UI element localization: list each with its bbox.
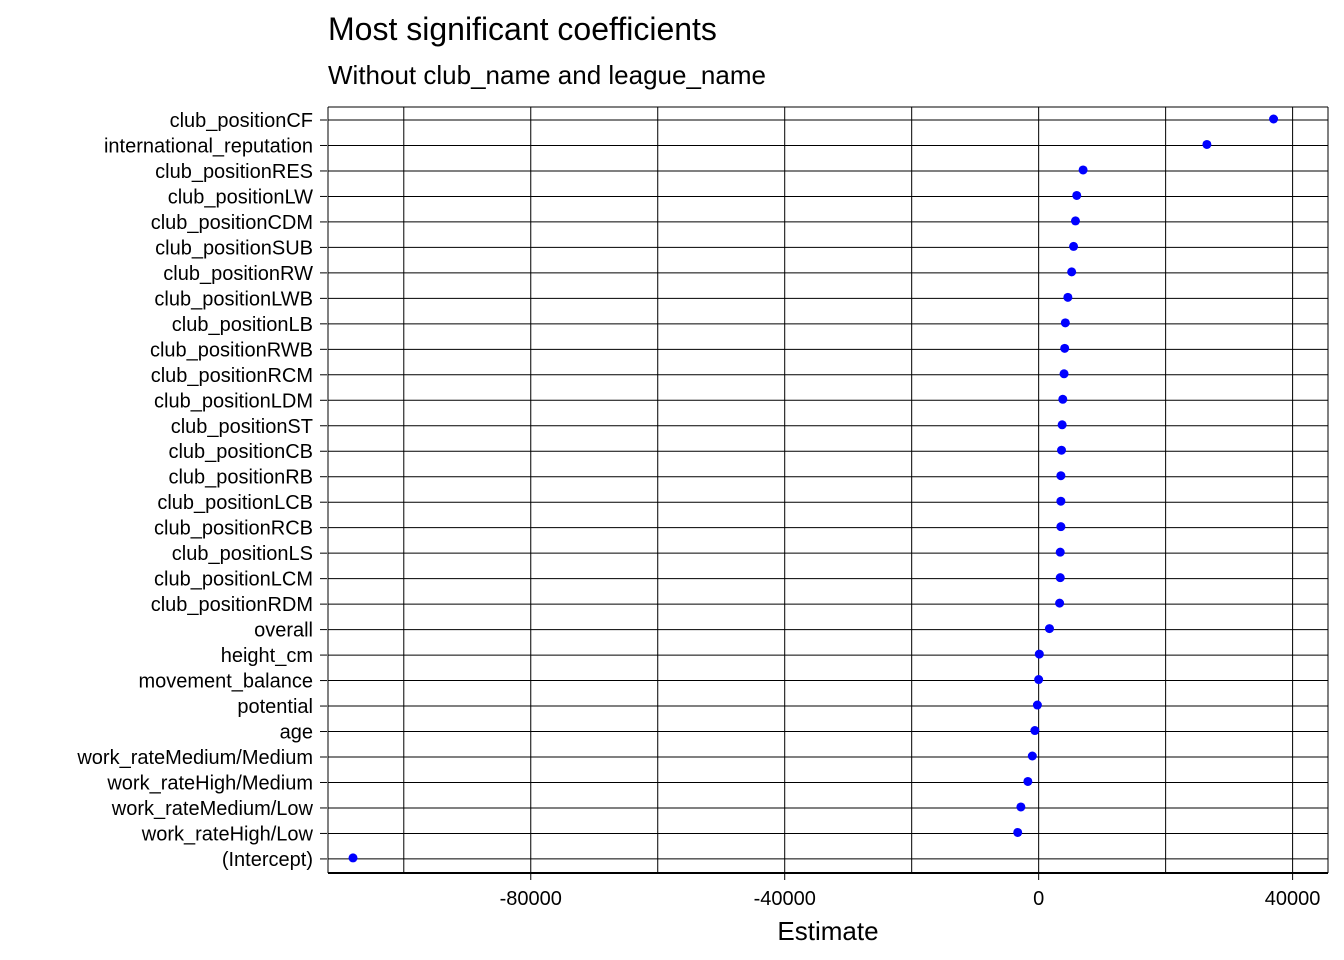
coefficient-point <box>1056 496 1066 506</box>
y-tick-label: club_positionLS <box>172 543 313 565</box>
coefficient-point <box>1055 547 1065 557</box>
coefficient-point <box>1057 445 1067 455</box>
y-tick-label: club_positionRW <box>163 263 313 285</box>
y-tick-label: club_positionLDM <box>154 390 313 412</box>
coefficient-point <box>1072 190 1082 200</box>
grid-lines <box>327 106 1329 873</box>
coefficient-point <box>1060 318 1070 328</box>
coefficient-point <box>1056 471 1066 481</box>
data-points <box>348 114 1279 863</box>
coefficient-point <box>1030 726 1040 736</box>
y-tick-label: club_positionRCB <box>154 518 313 540</box>
coefficient-point <box>1202 139 1212 149</box>
x-tick-label: 40000 <box>1265 888 1321 910</box>
coefficient-point <box>1034 675 1044 685</box>
y-tick-label: club_positionLWB <box>154 288 313 310</box>
coefficient-point <box>1070 216 1080 226</box>
y-tick-label: club_positionCB <box>168 441 313 463</box>
x-axis-title: Estimate <box>777 916 878 946</box>
x-axis-ticks: -80000 -40000 0 40000 <box>500 873 1321 910</box>
x-tick-label: 0 <box>1033 888 1044 910</box>
coefficient-point <box>1016 802 1026 812</box>
y-tick-label: movement_balance <box>138 671 313 693</box>
coefficient-point <box>1034 649 1044 659</box>
y-axis-labels: club_positionCF international_reputationc… <box>76 110 327 871</box>
y-tick-label: age <box>280 722 313 744</box>
y-tick-label: club_positionLW <box>168 186 313 208</box>
coefficient-point <box>1067 267 1077 277</box>
x-tick-label: -40000 <box>754 888 816 910</box>
chart-title: Most significant coefficients <box>328 11 717 47</box>
coefficient-point <box>348 853 358 863</box>
y-tick-label: work_rateHigh/Low <box>141 823 314 845</box>
y-tick-label: club_positionRWB <box>150 339 313 361</box>
y-tick-label: club_positionST <box>171 416 313 438</box>
y-tick-label: club_positionCDM <box>151 212 313 234</box>
y-tick-label: work_rateHigh/Medium <box>106 772 313 794</box>
coefficient-point <box>1044 624 1054 634</box>
coefficient-point <box>1023 776 1033 786</box>
y-tick-label: height_cm <box>221 645 313 667</box>
y-tick-label: potential <box>237 696 313 718</box>
y-tick-label: work_rateMedium/Low <box>111 798 314 820</box>
y-tick-label: club_positionLB <box>172 314 313 336</box>
y-tick-label: club_positionLCM <box>154 569 313 591</box>
y-tick-label: club_positionSUB <box>155 237 313 259</box>
coefficient-point <box>1269 114 1279 124</box>
y-tick-label: work_rateMedium/Medium <box>76 747 313 769</box>
coefficient-point <box>1059 369 1069 379</box>
coefficient-point <box>1058 394 1068 404</box>
coefficient-point <box>1027 751 1037 761</box>
y-tick-label: overall <box>254 620 313 642</box>
x-tick-label: -80000 <box>500 888 562 910</box>
y-tick-label: club_positionCF <box>170 110 313 132</box>
y-tick-label: club_positionLCB <box>157 492 313 514</box>
coefficient-point <box>1060 343 1070 353</box>
y-tick-label: club_positionRDM <box>151 594 313 616</box>
coefficient-point <box>1032 700 1042 710</box>
coefficient-point <box>1056 522 1066 532</box>
y-tick-label: club_positionRES <box>155 161 313 183</box>
y-tick-label: club_positionRCM <box>151 365 313 387</box>
coefficient-point <box>1013 827 1023 837</box>
coefficient-point <box>1057 420 1067 430</box>
coefficient-point <box>1055 598 1065 608</box>
chart-subtitle: Without club_name and league_name <box>328 60 766 90</box>
y-tick-label: (Intercept) <box>222 849 313 871</box>
coefficient-point <box>1063 292 1073 302</box>
y-tick-label: international_reputation <box>104 135 313 157</box>
coefficient-point <box>1055 573 1065 583</box>
coefficient-point <box>1078 165 1088 175</box>
y-tick-label: club_positionRB <box>168 467 313 489</box>
coefficient-point <box>1069 241 1079 251</box>
